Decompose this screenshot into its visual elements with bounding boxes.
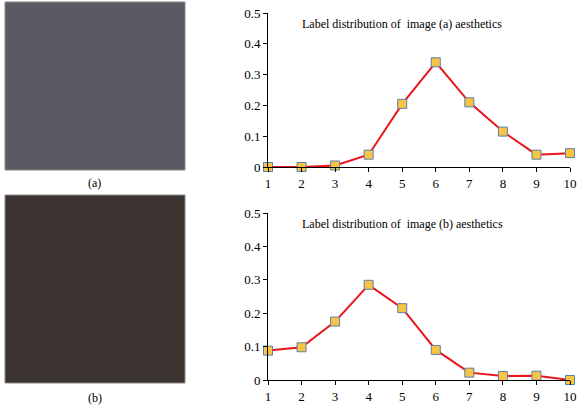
svg-text:0.4: 0.4 [244, 239, 261, 254]
svg-text:Label distribution of image (: Label distribution of image (b) aestheti… [302, 217, 503, 231]
svg-text:7: 7 [466, 176, 473, 191]
svg-text:0.1: 0.1 [244, 129, 260, 144]
svg-text:0.2: 0.2 [244, 306, 260, 321]
svg-text:Label distribution of image (: Label distribution of image (a) aestheti… [302, 17, 502, 31]
svg-text:10: 10 [564, 176, 577, 191]
svg-text:0.3: 0.3 [244, 272, 260, 287]
svg-text:8: 8 [500, 389, 507, 404]
svg-text:3: 3 [332, 176, 339, 191]
svg-text:0.1: 0.1 [244, 339, 260, 354]
svg-text:1: 1 [265, 389, 272, 404]
svg-text:0.4: 0.4 [244, 36, 261, 51]
svg-text:0: 0 [254, 160, 261, 175]
svg-text:9: 9 [533, 176, 540, 191]
svg-text:9: 9 [533, 389, 540, 404]
svg-text:0.3: 0.3 [244, 67, 260, 82]
svg-text:0.2: 0.2 [244, 98, 260, 113]
svg-text:0.5: 0.5 [244, 206, 260, 221]
svg-text:4: 4 [365, 389, 372, 404]
svg-text:1: 1 [265, 176, 272, 191]
svg-text:6: 6 [433, 389, 440, 404]
svg-text:2: 2 [298, 389, 305, 404]
svg-text:0.5: 0.5 [244, 6, 260, 21]
svg-text:3: 3 [332, 389, 339, 404]
svg-text:10: 10 [564, 389, 577, 404]
svg-text:0: 0 [254, 373, 261, 388]
svg-text:5: 5 [399, 176, 406, 191]
svg-text:7: 7 [466, 389, 473, 404]
svg-text:6: 6 [433, 176, 440, 191]
svg-text:(b): (b) [88, 391, 102, 405]
svg-text:4: 4 [365, 176, 372, 191]
svg-text:2: 2 [298, 176, 305, 191]
svg-text:(a): (a) [88, 176, 101, 190]
svg-text:8: 8 [500, 176, 507, 191]
svg-text:5: 5 [399, 389, 406, 404]
